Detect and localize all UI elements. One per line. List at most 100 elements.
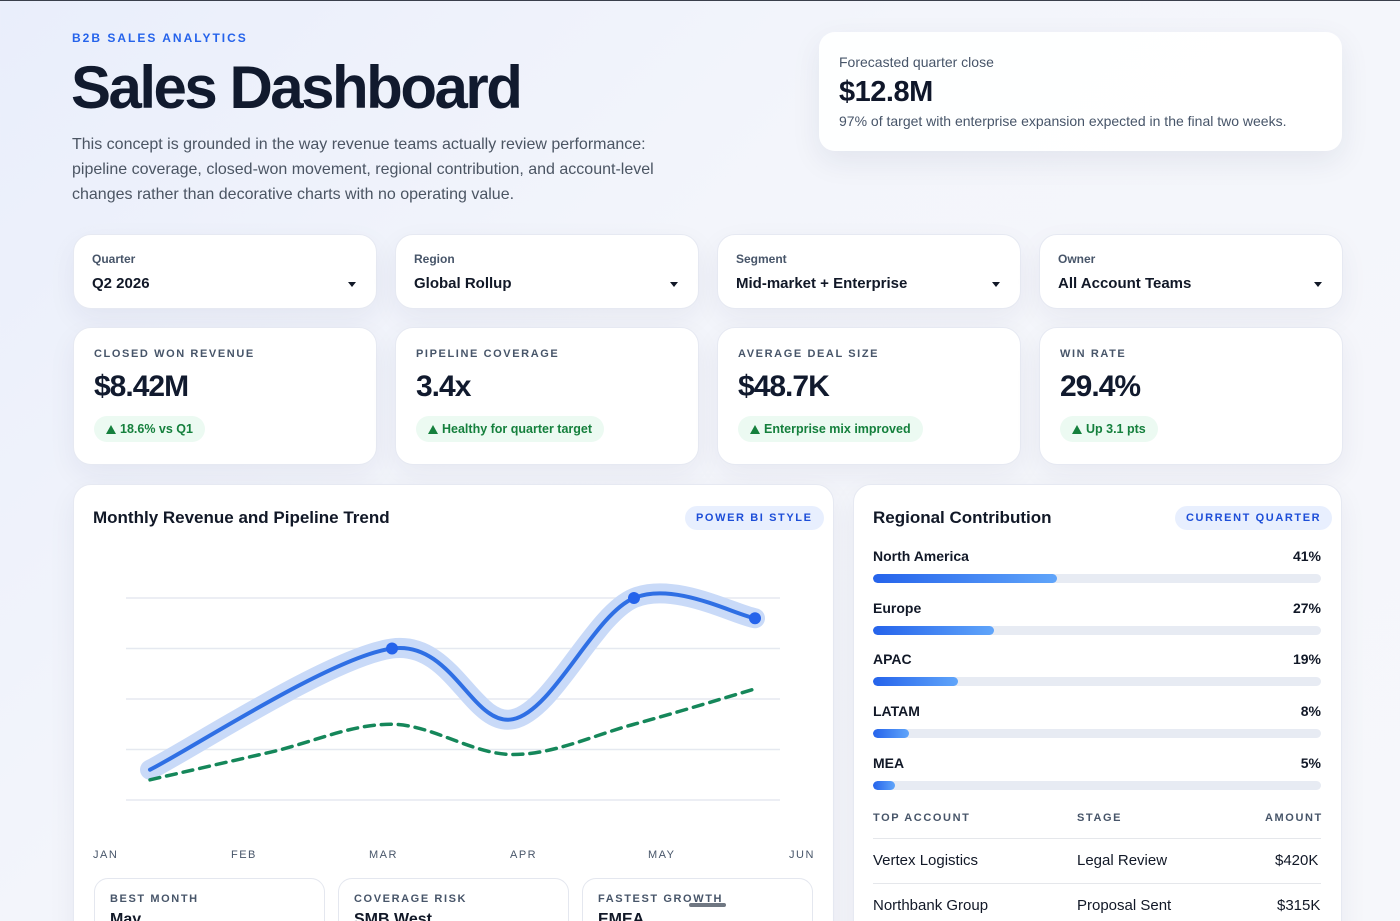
x-tick-label: FEB: [231, 849, 257, 861]
chevron-down-icon[interactable]: [992, 282, 1000, 287]
x-tick-label: MAY: [648, 849, 676, 861]
region-row: Europe 27%: [873, 600, 1321, 635]
segment-filter[interactable]: Segment Mid-market + Enterprise: [717, 234, 1021, 309]
kpi-badge-text: 18.6% vs Q1: [120, 422, 193, 436]
kpi-badge-text: Enterprise mix improved: [764, 422, 911, 436]
chevron-down-icon[interactable]: [348, 282, 356, 287]
kpi-win-rate: WIN RATE 29.4% Up 3.1 pts: [1039, 327, 1343, 465]
account-stage: Proposal Sent: [1077, 897, 1172, 914]
page-title: Sales Dashboard: [71, 54, 523, 121]
region-name: MEA: [873, 755, 905, 771]
forecast-label: Forecasted quarter close: [839, 54, 994, 70]
revenue-point[interactable]: [628, 592, 640, 604]
kpi-label: CLOSED WON REVENUE: [94, 348, 255, 360]
highlight-label: COVERAGE RISK: [354, 893, 468, 905]
region-bar-fill: [873, 781, 896, 790]
kpi-value: $8.42M: [94, 370, 189, 403]
region-bar-track: [873, 677, 1321, 686]
region-percent: 27%: [1292, 600, 1321, 616]
x-tick-label: APR: [510, 849, 538, 861]
filter-label: Region: [414, 252, 455, 266]
filter-label: Segment: [736, 252, 787, 266]
table-header-account: TOP ACCOUNT: [873, 812, 971, 824]
kpi-closed-won: CLOSED WON REVENUE $8.42M 18.6% vs Q1: [73, 327, 377, 465]
region-bar-fill: [873, 626, 994, 635]
chevron-down-icon[interactable]: [670, 282, 678, 287]
kpi-value: 29.4%: [1060, 370, 1141, 403]
trend-panel: [73, 484, 834, 921]
owner-filter[interactable]: Owner All Account Teams: [1039, 234, 1343, 309]
kpi-label: WIN RATE: [1060, 348, 1127, 360]
kpi-badge-text: Healthy for quarter target: [442, 422, 593, 436]
revenue-line: [148, 591, 757, 772]
forecast-value: $12.8M: [839, 76, 933, 108]
kpi-badge: Healthy for quarter target: [416, 416, 605, 442]
revenue-line-halo: [140, 583, 765, 780]
revenue-points: [386, 592, 761, 655]
trend-up-icon: [750, 424, 760, 434]
region-percent: 19%: [1292, 651, 1321, 667]
table-divider: [873, 883, 1321, 884]
kpi-badge: Enterprise mix improved: [738, 416, 923, 442]
quarter-filter[interactable]: Quarter Q2 2026: [73, 234, 377, 309]
region-bar-track: [873, 781, 1321, 790]
highlight-value: SMB West: [354, 911, 432, 921]
table-header-amount: AMOUNT: [1265, 812, 1323, 824]
drag-handle-icon[interactable]: [689, 903, 726, 907]
trend-chart: [126, 583, 780, 801]
region-row: MEA 5%: [873, 755, 1321, 790]
account-name[interactable]: Northbank Group: [873, 897, 989, 914]
x-tick-label: MAR: [369, 849, 398, 861]
table-header-stage: STAGE: [1077, 812, 1123, 824]
filter-value: Global Rollup: [414, 275, 512, 292]
region-row: APAC 19%: [873, 651, 1321, 686]
region-name: North America: [873, 548, 969, 564]
forecast-note: 97% of target with enterprise expansion …: [839, 113, 1287, 129]
kpi-average-deal-size: AVERAGE DEAL SIZE $48.7K Enterprise mix …: [717, 327, 1021, 465]
fastest-growth-card: FASTEST GROWTH EMEA: [582, 878, 813, 921]
account-amount: $420K: [1275, 852, 1319, 869]
region-name: LATAM: [873, 703, 920, 719]
current-quarter-pill: CURRENT QUARTER: [1175, 506, 1333, 530]
trend-up-icon: [1072, 424, 1082, 434]
account-name[interactable]: Vertex Logistics: [873, 852, 979, 869]
coverage-risk-card: COVERAGE RISK SMB West: [338, 878, 569, 921]
region-percent: 41%: [1292, 548, 1321, 564]
kpi-value: 3.4x: [416, 370, 471, 403]
region-bar-track: [873, 574, 1321, 583]
region-percent: 8%: [1300, 703, 1321, 719]
region-bar-track: [873, 626, 1321, 635]
kpi-value: $48.7K: [738, 370, 830, 403]
kpi-badge: Up 3.1 pts: [1060, 416, 1158, 442]
highlight-label: FASTEST GROWTH: [598, 893, 724, 905]
power-bi-style-pill: POWER BI STYLE: [685, 506, 824, 530]
region-name: Europe: [873, 600, 922, 616]
filter-value: All Account Teams: [1058, 275, 1192, 292]
kpi-label: PIPELINE COVERAGE: [416, 348, 560, 360]
filter-value: Q2 2026: [92, 275, 150, 292]
filter-label: Quarter: [92, 252, 136, 266]
filter-value: Mid-market + Enterprise: [736, 275, 908, 292]
kpi-pipeline-coverage: PIPELINE COVERAGE 3.4x Healthy for quart…: [395, 327, 699, 465]
filter-label: Owner: [1058, 252, 1096, 266]
x-tick-label: JUN: [789, 849, 815, 861]
kpi-badge: 18.6% vs Q1: [94, 416, 205, 442]
region-row: North America 41%: [873, 548, 1321, 583]
kpi-label: AVERAGE DEAL SIZE: [738, 348, 880, 360]
revenue-point[interactable]: [386, 642, 398, 655]
x-tick-label: JAN: [93, 849, 119, 861]
region-filter[interactable]: Region Global Rollup: [395, 234, 699, 309]
trend-title: Monthly Revenue and Pipeline Trend: [93, 508, 390, 527]
chevron-down-icon[interactable]: [1314, 282, 1322, 287]
revenue-point[interactable]: [749, 612, 761, 625]
region-name: APAC: [873, 651, 912, 667]
highlight-value: EMEA: [598, 911, 645, 921]
regional-title: Regional Contribution: [873, 508, 1052, 527]
table-divider: [873, 838, 1321, 839]
pipeline-line: [148, 687, 757, 782]
chart-grid: [126, 597, 780, 801]
kpi-badge-text: Up 3.1 pts: [1086, 422, 1146, 436]
eyebrow-label: B2B SALES ANALYTICS: [72, 31, 248, 45]
region-percent: 5%: [1300, 755, 1321, 771]
highlight-value: May: [110, 911, 142, 921]
